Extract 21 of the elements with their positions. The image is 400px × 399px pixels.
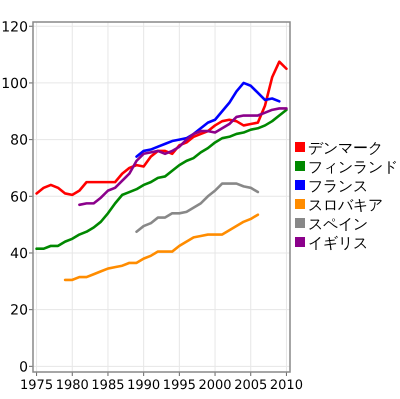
y-tick-label: 120	[1, 19, 28, 36]
x-tick-label: 1985	[91, 378, 125, 393]
legend-label: フランス	[308, 177, 368, 195]
x-tick-label: 1995	[162, 378, 196, 393]
legend-label: スロバキア	[308, 196, 383, 214]
y-tick-label: 60	[10, 189, 28, 206]
x-tick-label: 2005	[234, 378, 268, 393]
y-tick-label: 0	[19, 359, 28, 376]
legend-label: デンマーク	[308, 139, 383, 157]
y-tick-label: 40	[10, 246, 28, 262]
y-tick-label: 100	[1, 76, 28, 92]
x-tick-label: 1980	[56, 378, 89, 393]
x-tick-label: 1975	[20, 378, 54, 393]
legend-label: スペイン	[308, 215, 368, 233]
legend-label: イギリス	[308, 234, 368, 252]
x-tick-label: 2010	[270, 378, 303, 393]
y-tick-label: 20	[10, 302, 28, 319]
y-tick-label: 80	[10, 132, 28, 149]
x-tick-label: 1990	[127, 378, 160, 393]
legend-label: フィンランド	[308, 158, 398, 176]
x-tick-label: 2000	[198, 378, 232, 393]
